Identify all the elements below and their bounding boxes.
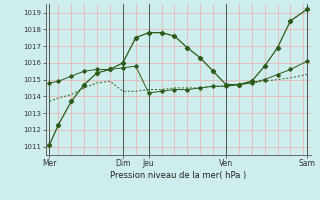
X-axis label: Pression niveau de la mer( hPa ): Pression niveau de la mer( hPa ) <box>110 171 246 180</box>
